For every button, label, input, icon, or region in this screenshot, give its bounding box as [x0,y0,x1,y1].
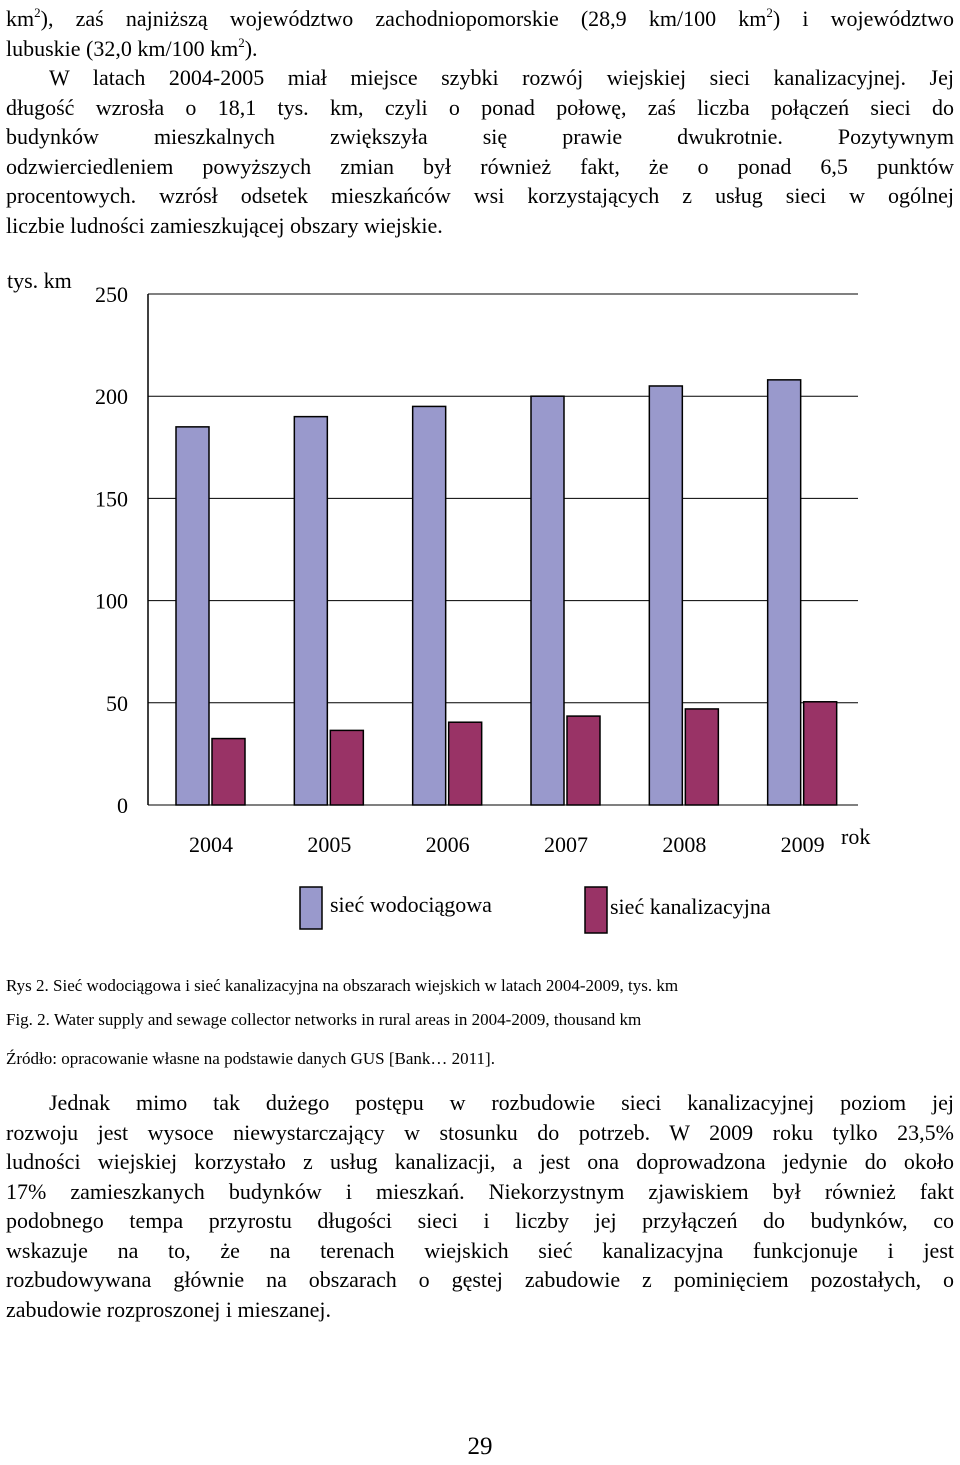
y-tick-label: 250 [95,282,128,307]
text-line: lubuskie (32,0 km/100 km2). [6,34,258,61]
y-tick-label: 200 [95,384,128,409]
text-line: rozbudowywana głównie na obszarach o gęs… [6,1267,954,1292]
x-tick-label: 2004 [189,832,233,857]
text-line: Jednak mimo tak dużego postępu w rozbudo… [49,1090,954,1115]
bar [766,379,802,806]
bar [329,729,365,806]
x-tick-label: 2008 [662,832,706,857]
y-tick-label: 50 [106,691,128,716]
figure-caption-en: Fig. 2. Water supply and sewage collecto… [6,1010,642,1029]
text-line: zabudowie rozproszonej i mieszanej. [6,1296,331,1322]
legend-label-sewage: sieć kanalizacyjna [610,894,771,919]
text-line: odzwierciedleniem powyższych zmian był r… [6,153,954,179]
y-axis-label: tys. km [7,268,72,293]
x-tick-label: 2007 [544,832,588,857]
text-line: rozwoju jest wysoce niewystarczający w s… [6,1119,954,1145]
y-tick-label: 0 [117,793,128,818]
bar [530,395,565,806]
legend-label-water: sieć wodociągowa [330,892,492,917]
bar [175,426,210,806]
figure-source: Źródło: opracowanie własne na podstawie … [6,1049,495,1068]
intro-paragraph: km2), zaś najniższą województwo zachodni… [6,4,954,240]
bar [293,415,329,806]
bar [411,405,447,806]
text-line: długość wzrosła o 18,1 tys. km, czyli o … [6,94,954,120]
bar [648,385,684,806]
y-tick-label: 100 [95,589,128,614]
text-line: ludności wiejskiej korzystało z usług ka… [6,1149,954,1174]
y-tick-label: 150 [95,486,128,511]
x-tick-label: 2006 [426,832,470,857]
bar [566,715,601,806]
text-line: wskazuje na to, że na terenach wiejskich… [6,1237,954,1263]
page-number: 29 [467,1433,493,1460]
text-line: procentowych. wzrósł odsetek mieszkańców… [6,183,954,208]
bar [684,708,720,806]
text-line: 17% zamieszkanych budynków i mieszkań. N… [6,1178,954,1204]
bar [447,721,483,806]
text-line: podobnego tempa przyrostu długości sieci… [6,1208,954,1233]
x-tick-label: 2009 [781,832,825,857]
x-tick-label: 2005 [307,832,351,857]
text-line: km2), zaś najniższą województwo zachodni… [6,5,955,31]
bar [802,701,838,806]
text-line: liczbie ludności zamieszkującej obszary … [6,212,443,238]
legend-swatch-water [299,886,323,930]
x-axis-label: rok [841,824,870,849]
legend-swatch-sewage [584,886,608,934]
body-paragraph: Jednak mimo tak dużego postępu w rozbudo… [6,1088,954,1324]
text-line: W latach 2004-2005 miał miejsce szybki r… [49,65,954,90]
text-line: budynków mieszkalnych zwiększyła się pra… [6,124,954,149]
bar [211,737,246,806]
figure-caption-pl: Rys 2. Sieć wodociągowa i sieć kanalizac… [6,976,679,995]
